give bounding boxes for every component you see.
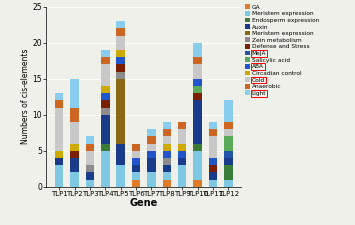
- Bar: [193, 79, 202, 86]
- Bar: [101, 144, 110, 151]
- Bar: [147, 151, 156, 158]
- Bar: [163, 151, 171, 158]
- Bar: [116, 36, 125, 50]
- Bar: [116, 64, 125, 72]
- Bar: [70, 151, 79, 158]
- Bar: [116, 79, 125, 144]
- Bar: [193, 93, 202, 100]
- Bar: [224, 165, 233, 180]
- Bar: [55, 100, 64, 108]
- Bar: [147, 144, 156, 151]
- Bar: [178, 122, 186, 129]
- Bar: [224, 158, 233, 165]
- Bar: [116, 21, 125, 28]
- Bar: [209, 122, 217, 129]
- Bar: [163, 122, 171, 129]
- Bar: [209, 165, 217, 172]
- Bar: [147, 172, 156, 187]
- Bar: [163, 136, 171, 144]
- Bar: [132, 180, 140, 187]
- Bar: [132, 151, 140, 158]
- Bar: [132, 172, 140, 180]
- Bar: [86, 165, 94, 172]
- Bar: [147, 129, 156, 136]
- Bar: [209, 158, 217, 165]
- Bar: [70, 144, 79, 151]
- Legend: GA, Meristem expression, Endosperm expression, Auxin, Meristem expression, Zein : GA, Meristem expression, Endosperm expre…: [244, 3, 320, 97]
- Bar: [86, 144, 94, 151]
- Bar: [101, 151, 110, 187]
- Bar: [70, 108, 79, 122]
- Bar: [86, 180, 94, 187]
- Bar: [101, 115, 110, 144]
- Bar: [132, 165, 140, 172]
- Bar: [193, 86, 202, 93]
- Bar: [163, 180, 171, 187]
- Bar: [70, 172, 79, 187]
- Bar: [163, 158, 171, 165]
- Bar: [209, 129, 217, 136]
- Bar: [70, 79, 79, 108]
- Bar: [116, 144, 125, 165]
- Bar: [132, 158, 140, 165]
- Bar: [193, 180, 202, 187]
- Bar: [193, 151, 202, 180]
- Bar: [101, 64, 110, 86]
- Bar: [101, 100, 110, 108]
- Bar: [193, 64, 202, 79]
- Bar: [178, 165, 186, 187]
- Bar: [86, 151, 94, 165]
- Bar: [101, 86, 110, 93]
- Bar: [163, 129, 171, 136]
- Bar: [55, 151, 64, 158]
- Bar: [224, 122, 233, 129]
- Bar: [178, 158, 186, 165]
- Bar: [70, 158, 79, 172]
- Bar: [101, 50, 110, 57]
- Bar: [147, 158, 156, 172]
- Bar: [86, 136, 94, 144]
- Bar: [101, 57, 110, 64]
- Bar: [147, 136, 156, 144]
- Bar: [116, 50, 125, 57]
- Bar: [193, 57, 202, 64]
- Bar: [132, 144, 140, 151]
- Bar: [193, 43, 202, 57]
- Bar: [178, 151, 186, 158]
- Bar: [101, 93, 110, 100]
- Bar: [209, 136, 217, 158]
- Bar: [224, 136, 233, 151]
- Bar: [193, 100, 202, 144]
- Bar: [224, 180, 233, 187]
- Bar: [224, 151, 233, 158]
- Bar: [163, 172, 171, 180]
- Bar: [116, 72, 125, 79]
- Bar: [193, 144, 202, 151]
- Bar: [55, 108, 64, 151]
- Bar: [101, 108, 110, 115]
- Bar: [224, 100, 233, 122]
- Y-axis label: Numbers of cis-elements: Numbers of cis-elements: [21, 49, 29, 144]
- Bar: [116, 28, 125, 36]
- Bar: [209, 172, 217, 180]
- Bar: [55, 165, 64, 187]
- Bar: [224, 129, 233, 136]
- Bar: [163, 144, 171, 151]
- Bar: [178, 144, 186, 151]
- Bar: [178, 129, 186, 144]
- Bar: [55, 93, 64, 100]
- Bar: [116, 57, 125, 64]
- X-axis label: Gene: Gene: [130, 198, 158, 208]
- Bar: [116, 165, 125, 187]
- Bar: [209, 180, 217, 187]
- Bar: [55, 158, 64, 165]
- Bar: [86, 172, 94, 180]
- Bar: [163, 165, 171, 172]
- Bar: [70, 122, 79, 144]
